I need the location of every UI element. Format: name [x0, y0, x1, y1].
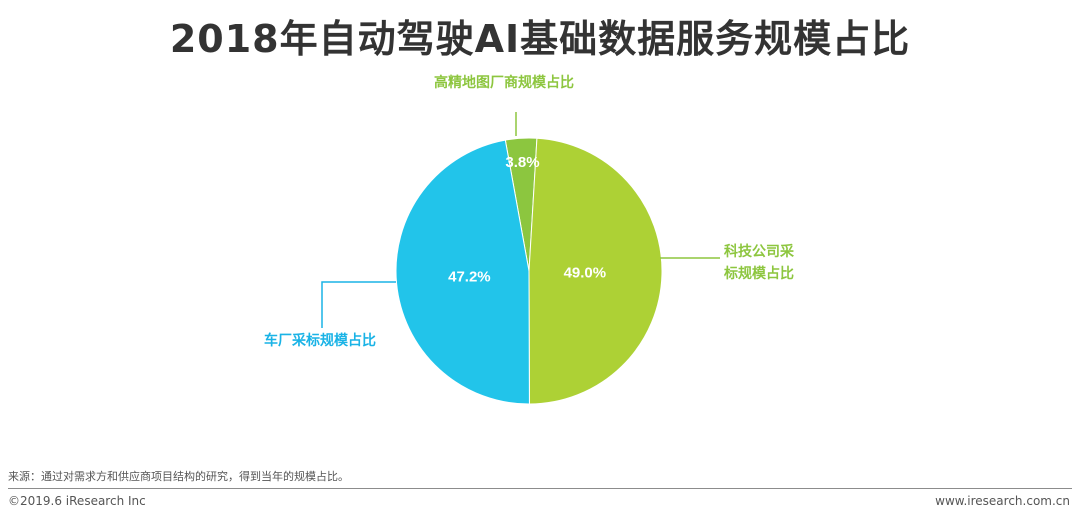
category-label-2-line-1: 科技公司采	[724, 243, 795, 260]
category-label-3: 车厂采标规模占比	[264, 332, 376, 349]
pie-slice-2	[528, 137, 663, 405]
slice-value-label-2: 49.0%	[564, 265, 607, 282]
website: www.iresearch.com.cn	[935, 494, 1070, 508]
category-label-2-line-2: 标规模占比	[723, 265, 794, 282]
slice-value-label-1: 3.8%	[505, 154, 539, 171]
callout-line-3	[321, 281, 396, 328]
source-note: 来源：通过对需求方和供应商项目结构的研究，得到当年的规模占比。	[8, 470, 349, 483]
pie-slice-3	[395, 139, 530, 405]
copyright: ©2019.6 iResearch Inc	[8, 494, 146, 508]
footer-divider	[8, 488, 1072, 489]
category-label-1: 高精地图厂商规模占比	[434, 74, 574, 91]
chart-title: 2018年自动驾驶AI基础数据服务规模占比	[169, 17, 911, 61]
slice-value-label-3: 47.2%	[448, 268, 491, 285]
